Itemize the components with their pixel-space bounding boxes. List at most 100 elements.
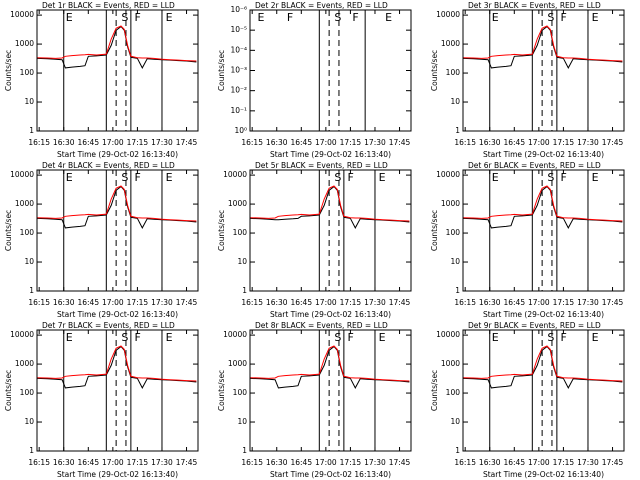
y-tick-label: 1000 xyxy=(15,359,34,368)
event-label: F xyxy=(352,11,358,24)
y-axis-label: Counts/sec xyxy=(430,370,439,411)
y-tick-label: 1000 xyxy=(15,199,34,208)
x-tick-label: 17:45 xyxy=(602,458,624,467)
event-label: E xyxy=(492,171,499,184)
x-tick-label: 17:00 xyxy=(102,298,124,307)
plot-frame xyxy=(249,329,412,452)
y-axis-label: Counts/sec xyxy=(4,50,13,91)
y-tick-label: 1 xyxy=(455,126,460,135)
x-tick-label: 17:15 xyxy=(127,298,149,307)
x-tick-label: 16:30 xyxy=(53,138,75,147)
x-tick-label: 16:30 xyxy=(479,458,501,467)
x-tick-label: 17:30 xyxy=(577,138,599,147)
event-label: E xyxy=(257,11,264,24)
x-tick-label: 17:15 xyxy=(340,458,362,467)
series-line xyxy=(37,25,197,69)
event-label: E xyxy=(166,11,173,24)
x-tick-label: 17:00 xyxy=(528,138,550,147)
y-tick-label: 100 xyxy=(446,228,461,237)
y-tick-label: 1000 xyxy=(228,359,247,368)
y-tick-label: 10000 xyxy=(10,170,34,179)
y-tick-label: 1 xyxy=(242,286,247,295)
y-tick-label: 1 xyxy=(29,446,34,455)
chart-title: Det 4r BLACK = Events, RED = LLD xyxy=(42,161,175,170)
x-tick-label: 17:30 xyxy=(364,298,386,307)
event-label: S xyxy=(334,11,341,24)
y-tick-label: 10⁻² xyxy=(230,86,247,95)
y-tick-label: 10⁻⁴ xyxy=(230,45,247,54)
y-tick-label: 100 xyxy=(233,388,248,397)
y-tick-label: 10 xyxy=(24,97,34,106)
x-tick-label: 17:45 xyxy=(389,458,411,467)
x-tick-label: 16:45 xyxy=(77,298,99,307)
y-tick-label: 10000 xyxy=(436,10,460,19)
x-tick-label: 16:45 xyxy=(290,458,312,467)
x-axis-label: Start Time (29-Oct-02 16:13:40) xyxy=(483,150,604,159)
panel: Det 6r BLACK = Events, RED = LLD Start Ti… xyxy=(430,161,625,319)
series-line xyxy=(463,185,623,229)
y-tick-label: 1 xyxy=(455,446,460,455)
y-axis-label: Counts/sec xyxy=(217,210,226,251)
event-label: E xyxy=(592,11,599,24)
y-tick-label: 10 xyxy=(24,417,34,426)
event-label: S xyxy=(121,171,128,184)
event-label: S xyxy=(121,331,128,344)
y-tick-label: 100 xyxy=(446,68,461,77)
x-tick-label: 17:00 xyxy=(102,458,124,467)
x-tick-label: 17:00 xyxy=(315,138,337,147)
series-line xyxy=(250,345,410,389)
y-tick-label: 1 xyxy=(455,286,460,295)
event-label: E xyxy=(66,171,73,184)
event-label: F xyxy=(348,331,354,344)
x-tick-label: 16:15 xyxy=(454,298,476,307)
x-tick-label: 17:00 xyxy=(315,458,337,467)
y-tick-label: 10⁻³ xyxy=(230,66,247,75)
y-tick-label: 10 xyxy=(450,257,460,266)
series-line xyxy=(250,185,410,222)
y-axis-label: Counts/sec xyxy=(430,210,439,251)
x-tick-label: 16:45 xyxy=(503,458,525,467)
y-axis-label: Counts/sec xyxy=(430,50,439,91)
event-label: F xyxy=(135,331,141,344)
y-tick-label: 100 xyxy=(20,228,35,237)
x-tick-label: 16:45 xyxy=(290,298,312,307)
y-tick-label: 10 xyxy=(450,97,460,106)
event-label: E xyxy=(379,331,386,344)
x-tick-label: 16:30 xyxy=(266,458,288,467)
plot-frame xyxy=(36,169,199,292)
event-label: S xyxy=(547,171,554,184)
x-tick-label: 17:45 xyxy=(389,298,411,307)
y-tick-label: 10⁻¹ xyxy=(230,106,247,115)
plot-frame xyxy=(462,329,625,452)
x-tick-label: 17:15 xyxy=(340,138,362,147)
series-line xyxy=(250,185,410,229)
y-tick-label: 10000 xyxy=(10,330,34,339)
y-tick-label: 100 xyxy=(446,388,461,397)
x-axis-label: Start Time (29-Oct-02 16:13:40) xyxy=(483,470,604,479)
y-tick-label: 10 xyxy=(24,257,34,266)
series-line xyxy=(37,25,197,62)
x-axis-label: Start Time (29-Oct-02 16:13:40) xyxy=(270,470,391,479)
panel: Det 9r BLACK = Events, RED = LLD Start Ti… xyxy=(430,321,625,479)
x-tick-label: 17:30 xyxy=(364,458,386,467)
x-axis-label: Start Time (29-Oct-02 16:13:40) xyxy=(57,470,178,479)
series-line xyxy=(37,345,197,382)
y-tick-label: 10 xyxy=(237,257,247,266)
y-tick-label: 100 xyxy=(20,68,35,77)
x-tick-label: 16:30 xyxy=(266,138,288,147)
panel: Det 5r BLACK = Events, RED = LLD Start Ti… xyxy=(217,161,412,319)
y-tick-label: 10000 xyxy=(223,170,247,179)
plot-frame xyxy=(249,169,412,292)
event-label: S xyxy=(547,11,554,24)
x-tick-label: 16:15 xyxy=(28,298,50,307)
x-tick-label: 16:15 xyxy=(241,138,263,147)
y-tick-label: 100 xyxy=(233,228,248,237)
series-line xyxy=(37,345,197,389)
x-tick-label: 17:30 xyxy=(577,458,599,467)
x-tick-label: 17:00 xyxy=(528,298,550,307)
y-axis-label: Counts/sec xyxy=(4,370,13,411)
x-tick-label: 17:00 xyxy=(315,298,337,307)
event-label: F xyxy=(135,11,141,24)
x-tick-label: 16:15 xyxy=(28,458,50,467)
